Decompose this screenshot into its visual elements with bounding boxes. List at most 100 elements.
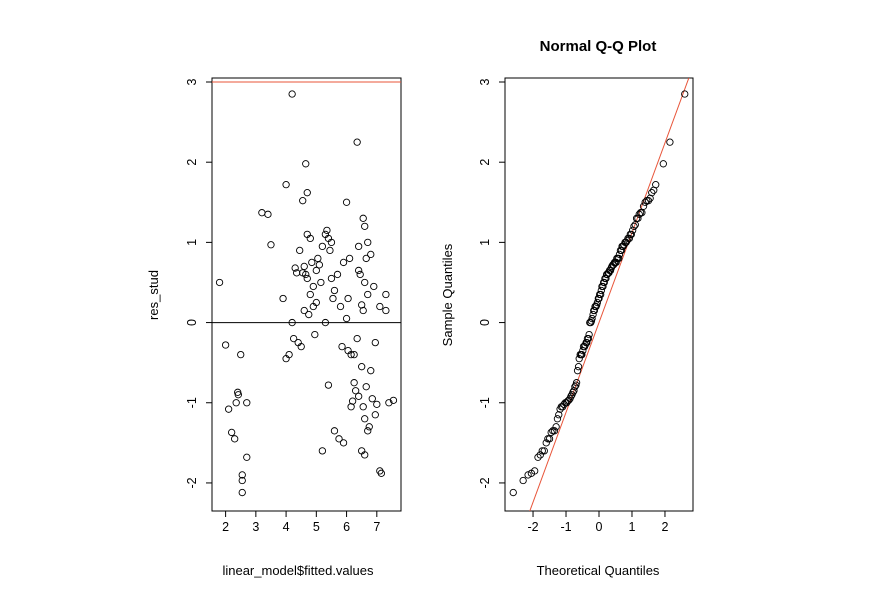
residuals-plot-x-tick-label: 3: [252, 520, 259, 534]
residuals-plot-point: [365, 423, 373, 431]
residuals-plot-point: [359, 306, 367, 315]
residuals-plot-point: [291, 264, 299, 272]
residuals-plot-point: [358, 301, 366, 309]
residuals-plot-point: [330, 427, 339, 435]
residuals-plot-point: [302, 160, 310, 168]
qq-plot-point: [578, 350, 586, 359]
residuals-plot-x-tick-label: 5: [313, 520, 320, 534]
qq-plot-point: [666, 138, 674, 146]
qq-plot-point: [542, 439, 550, 447]
residuals-plot-point: [362, 383, 370, 391]
qq-plot-point: [681, 90, 689, 98]
residuals-plot-point: [282, 180, 290, 189]
residuals-plot-point: [335, 435, 343, 443]
residuals-plot-point: [370, 282, 378, 291]
qq-plot-x-tick-label: 0: [596, 520, 603, 534]
residuals-plot-y-tick-label: 2: [185, 159, 199, 166]
residuals-plot: linear_model$fitted.values res_stud 2 3 4 5…: [146, 77, 402, 578]
residuals-plot-point: [315, 261, 324, 269]
qq-plot-point: [584, 334, 593, 343]
qq-plot-point: [597, 286, 605, 295]
residuals-plot-point: [224, 405, 233, 413]
qq-plot-point: [524, 471, 532, 479]
residuals-plot-point: [382, 306, 390, 315]
residuals-plot-point: [355, 392, 363, 400]
residuals-plot-point: [371, 338, 379, 347]
residuals-plot-point: [215, 278, 224, 287]
residuals-plot-point: [326, 246, 334, 255]
qq-plot-point: [547, 428, 555, 437]
qq-plot-point: [567, 392, 575, 400]
residuals-plot-point: [373, 400, 381, 409]
residuals-plot-x-tick-label: 7: [373, 520, 380, 534]
residuals-plot-x-axis-title: linear_model$fitted.values: [222, 563, 374, 578]
residuals-plot-point: [299, 269, 307, 277]
residuals-plot-point: [300, 306, 308, 315]
qq-plot-point: [555, 411, 563, 419]
qq-plot-point: [572, 379, 581, 387]
residuals-plot-point: [367, 250, 375, 259]
residuals-plot-point: [297, 342, 305, 351]
qq-plot-point: [519, 476, 527, 485]
residuals-plot-point: [288, 318, 296, 327]
qq-plot-y-tick-label: 0: [478, 319, 492, 326]
residuals-plot-point: [361, 415, 369, 423]
qq-plot-point: [596, 290, 605, 299]
qq-plot-point: [540, 447, 548, 455]
residuals-plot-point: [318, 242, 327, 251]
residuals-plot-point: [355, 266, 363, 275]
residuals-plot-point: [336, 302, 345, 311]
qq-plot-point: [574, 363, 583, 371]
residuals-plot-y-tick-label: 0: [185, 319, 199, 326]
qq-plot-point: [648, 189, 656, 197]
residuals-plot-point: [289, 334, 298, 343]
qq-plot: Normal Q-Q Plot Theoretical Quantiles Sa…: [440, 38, 694, 578]
residuals-plot-point: [353, 334, 361, 343]
residuals-plot-point: [312, 266, 320, 275]
residuals-plot-point: [243, 453, 251, 461]
residuals-plot-point: [238, 471, 246, 479]
residuals-plot-point: [279, 294, 287, 303]
residuals-plot-point: [342, 314, 351, 323]
qq-plot-x-tick-label: 1: [629, 520, 636, 534]
qq-plot-y-axis-title: Sample Quantiles: [440, 243, 455, 346]
residuals-plot-point: [389, 396, 398, 404]
qq-plot-point: [565, 396, 573, 404]
residuals-plot-point: [364, 238, 372, 247]
qq-plot-point: [639, 202, 648, 210]
residuals-plot-point: [285, 350, 293, 359]
qq-plot-point: [575, 354, 583, 363]
residuals-plot-point: [338, 342, 346, 351]
residuals-plot-point: [362, 254, 370, 263]
qq-plot-point: [552, 423, 560, 431]
residuals-plot-point: [324, 381, 333, 389]
residuals-plot-point: [228, 428, 236, 437]
qq-plot-y-tick-label: -2: [478, 477, 492, 488]
residuals-plot-point: [361, 451, 369, 459]
residuals-plot-point: [364, 290, 372, 299]
residuals-plot-point: [288, 90, 296, 98]
qq-plot-point: [627, 230, 635, 239]
qq-plot-point: [564, 397, 572, 405]
qq-plot-point: [553, 415, 562, 423]
qq-plot-point: [652, 180, 660, 189]
residuals-plot-point: [264, 210, 272, 218]
residuals-plot-point: [361, 222, 369, 230]
qq-plot-reference-line: [529, 78, 690, 511]
qq-plot-point: [641, 198, 649, 206]
qq-plot-y-tick-label: -1: [478, 397, 492, 408]
qq-plot-point: [583, 338, 591, 347]
residuals-plot-point: [318, 447, 327, 455]
qq-plot-point: [585, 330, 593, 339]
residuals-plot-point: [314, 254, 322, 263]
residuals-plot-x-tick-label: 4: [283, 520, 290, 534]
residuals-plot-point: [317, 278, 325, 287]
qq-plot-point: [531, 467, 539, 475]
residuals-plot-y-axis-title: res_stud: [146, 270, 161, 320]
residuals-plot-point: [377, 469, 385, 477]
residuals-plot-point: [312, 298, 320, 307]
qq-plot-point: [600, 278, 608, 287]
residuals-plot-point: [303, 274, 311, 283]
qq-plot-point: [538, 447, 546, 455]
